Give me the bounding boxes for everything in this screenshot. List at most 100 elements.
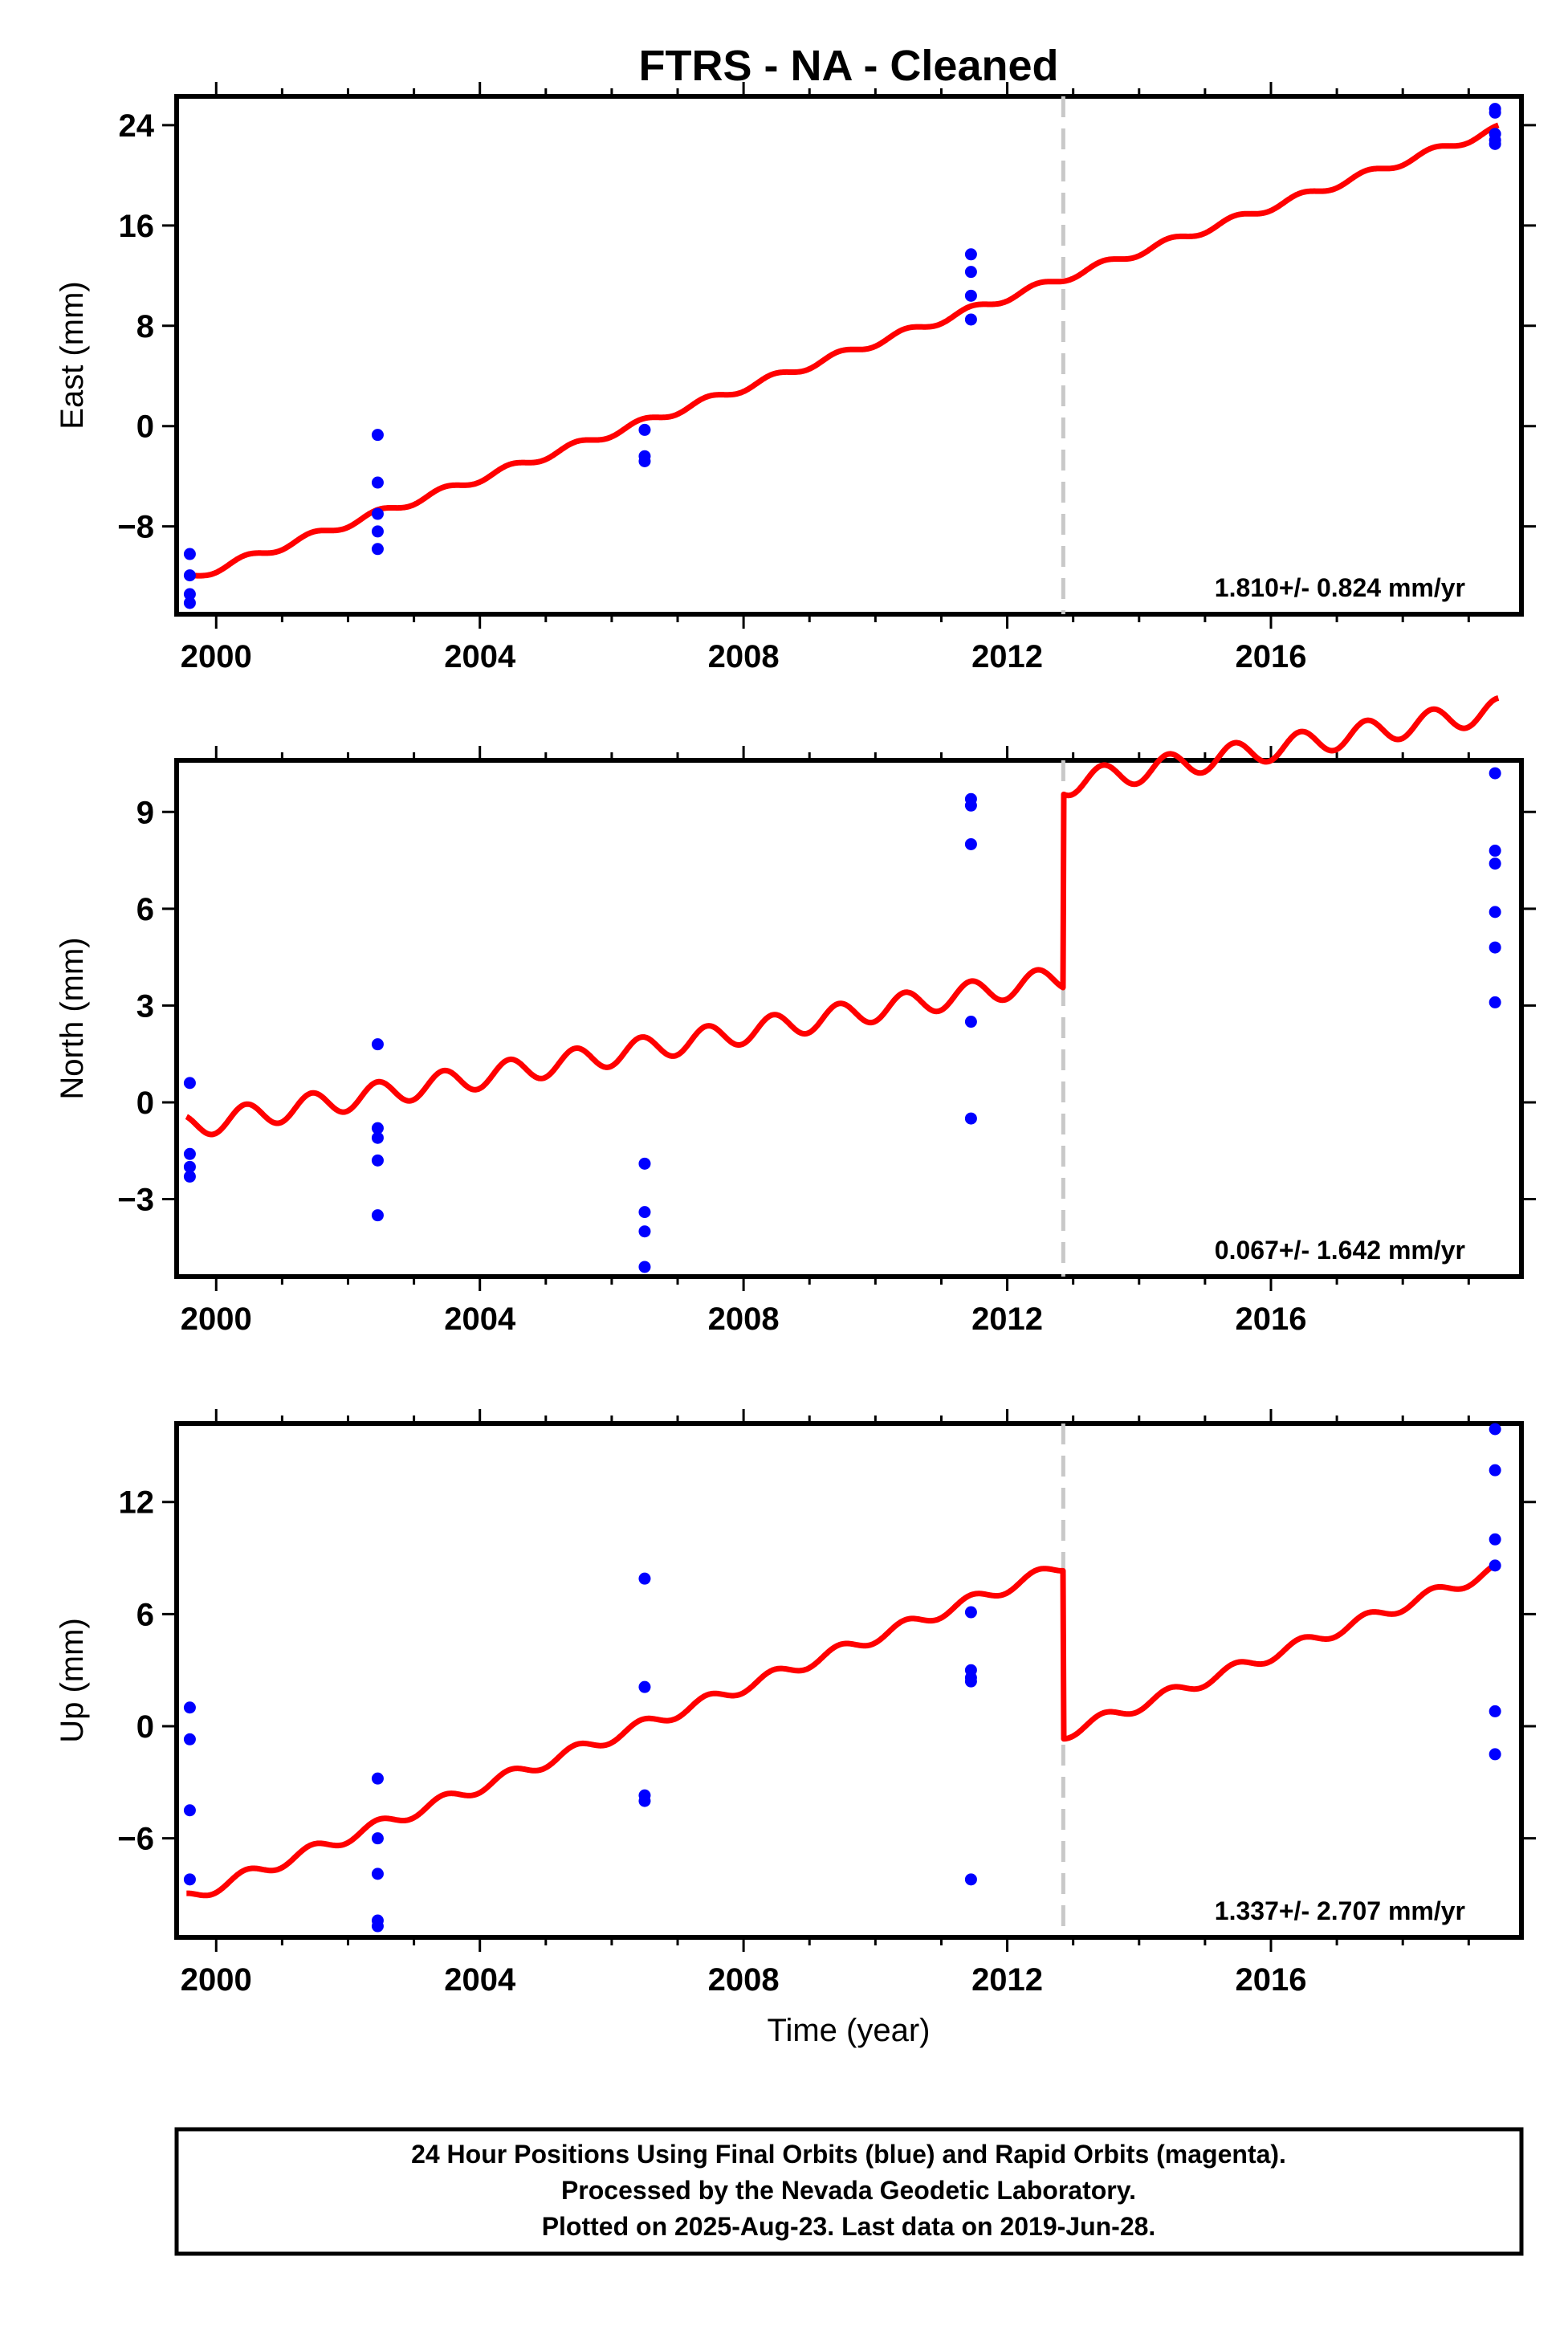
east-data-point [964, 289, 977, 302]
north-x-tick-label: 2016 [1235, 1301, 1306, 1337]
east-data-point [1489, 137, 1501, 150]
north-data-point [638, 1225, 651, 1238]
north-y-tick-label: 6 [136, 892, 154, 927]
east-data-point [371, 507, 384, 520]
north-x-tick-label: 2004 [444, 1301, 516, 1337]
up-data-point [1489, 1533, 1501, 1546]
up-x-tick-label: 2004 [444, 1962, 516, 1998]
up-data-point [1489, 1423, 1501, 1436]
up-data-point [638, 1680, 651, 1693]
up-y-tick-label: 0 [136, 1709, 154, 1745]
east-y-tick-label: 8 [136, 309, 154, 344]
east-data-point [183, 597, 196, 609]
up-panel-frame [174, 1421, 1524, 1940]
footer-line-3: Plotted on 2025-Aug-23. Last data on 201… [542, 2212, 1156, 2241]
up-data-point [964, 1606, 977, 1619]
east-data-point [371, 525, 384, 538]
east-x-tick-label: 2000 [181, 639, 252, 674]
east-y-axis-label: East (mm) [55, 281, 90, 429]
up-x-tick-label: 2008 [708, 1962, 780, 1998]
east-data-point [638, 423, 651, 436]
up-y-tick-label: 6 [136, 1597, 154, 1632]
east-x-tick-label: 2008 [708, 639, 780, 674]
footer-line-2: Processed by the Nevada Geodetic Laborat… [561, 2176, 1136, 2205]
north-data-point [638, 1206, 651, 1219]
north-y-axis-label: North (mm) [55, 937, 90, 1099]
east-x-tick-label: 2016 [1235, 639, 1306, 674]
up-data-point [1489, 1559, 1501, 1572]
up-data-point [183, 1873, 196, 1886]
north-data-point [371, 1209, 384, 1222]
up-data-point [638, 1572, 651, 1585]
north-panel-frame [174, 758, 1524, 1279]
north-y-tick-label: −3 [117, 1183, 154, 1218]
north-x-tick-label: 2012 [971, 1301, 1043, 1337]
up-data-point [1489, 1705, 1501, 1717]
east-y-tick-label: 24 [119, 108, 155, 144]
chart-title: FTRS - NA - Cleaned [638, 42, 1058, 90]
east-data-point [964, 313, 977, 326]
north-y-tick-label: 0 [136, 1086, 154, 1121]
north-y-tick-label: 3 [136, 988, 154, 1024]
footer-line-1: 24 Hour Positions Using Final Orbits (bl… [411, 2140, 1286, 2169]
panel-east: 2000 2004 2008 2012 2016 24 16 8 0 −8 East (mm) 1.8… [55, 82, 1536, 674]
up-y-tick-label: 12 [119, 1485, 155, 1521]
up-x-tick-label: 2012 [971, 1962, 1043, 1998]
up-data-point [964, 1675, 977, 1688]
up-data-point [183, 1804, 196, 1817]
north-data-point [1489, 941, 1501, 954]
panel-north: 2000 2004 2008 2012 2016 9 6 3 0 −3 North (mm) 0.06… [55, 695, 1536, 1337]
north-data-point [964, 1016, 977, 1029]
east-data-point [371, 543, 384, 556]
east-model-curve [184, 122, 1501, 579]
north-data-point [371, 1154, 384, 1167]
up-x-tick-label: 2016 [1235, 1962, 1306, 1998]
east-data-point [371, 429, 384, 442]
up-data-point [371, 1832, 384, 1845]
north-data-point [183, 1160, 196, 1173]
north-data-point [1489, 857, 1501, 870]
up-data-point [371, 1868, 384, 1880]
east-rate-label: 1.810+/- 0.824 mm/yr [1215, 573, 1465, 602]
north-data-point [183, 1077, 196, 1090]
up-data-point [371, 1920, 384, 1933]
north-data-point [1489, 996, 1501, 1008]
east-data-point [183, 548, 196, 560]
east-x-tick-label: 2012 [971, 639, 1043, 674]
north-data-point [183, 1147, 196, 1160]
up-data-point [183, 1733, 196, 1745]
north-x-tick-label: 2008 [708, 1301, 780, 1337]
east-panel-frame [174, 94, 1524, 617]
up-data-point [1489, 1748, 1501, 1761]
east-y-tick-label: 16 [119, 209, 155, 244]
up-data-point [964, 1873, 977, 1886]
east-data-point [638, 454, 651, 467]
up-y-axis-label: Up (mm) [55, 1618, 90, 1743]
north-data-point [638, 1157, 651, 1170]
up-rate-label: 1.337+/- 2.707 mm/yr [1215, 1896, 1465, 1925]
north-y-tick-label: 9 [136, 795, 154, 830]
up-y-tick-label: −6 [117, 1822, 154, 1857]
east-data-point [183, 588, 196, 601]
north-data-point [183, 1170, 196, 1183]
east-data-point [964, 266, 977, 279]
north-data-point [371, 1038, 384, 1051]
north-data-point [964, 799, 977, 812]
east-data-point [1489, 106, 1501, 119]
panel-up: 2000 2004 2008 2012 2016 12 6 0 −6 Up (mm) 1.337+/… [55, 1409, 1536, 1998]
north-rate-label: 0.067+/- 1.642 mm/yr [1215, 1236, 1465, 1265]
east-data-point [964, 248, 977, 261]
footer-box [174, 2127, 1524, 2256]
east-data-point [371, 476, 384, 489]
x-axis-label: Time (year) [768, 2013, 931, 2048]
east-x-tick-label: 2004 [444, 639, 516, 674]
north-data-point [638, 1261, 651, 1273]
north-data-point [371, 1131, 384, 1144]
up-model-curve [184, 1560, 1501, 1899]
up-x-tick-label: 2000 [181, 1962, 252, 1998]
north-data-point [1489, 906, 1501, 919]
north-data-point [371, 1122, 384, 1134]
up-data-point [183, 1701, 196, 1714]
